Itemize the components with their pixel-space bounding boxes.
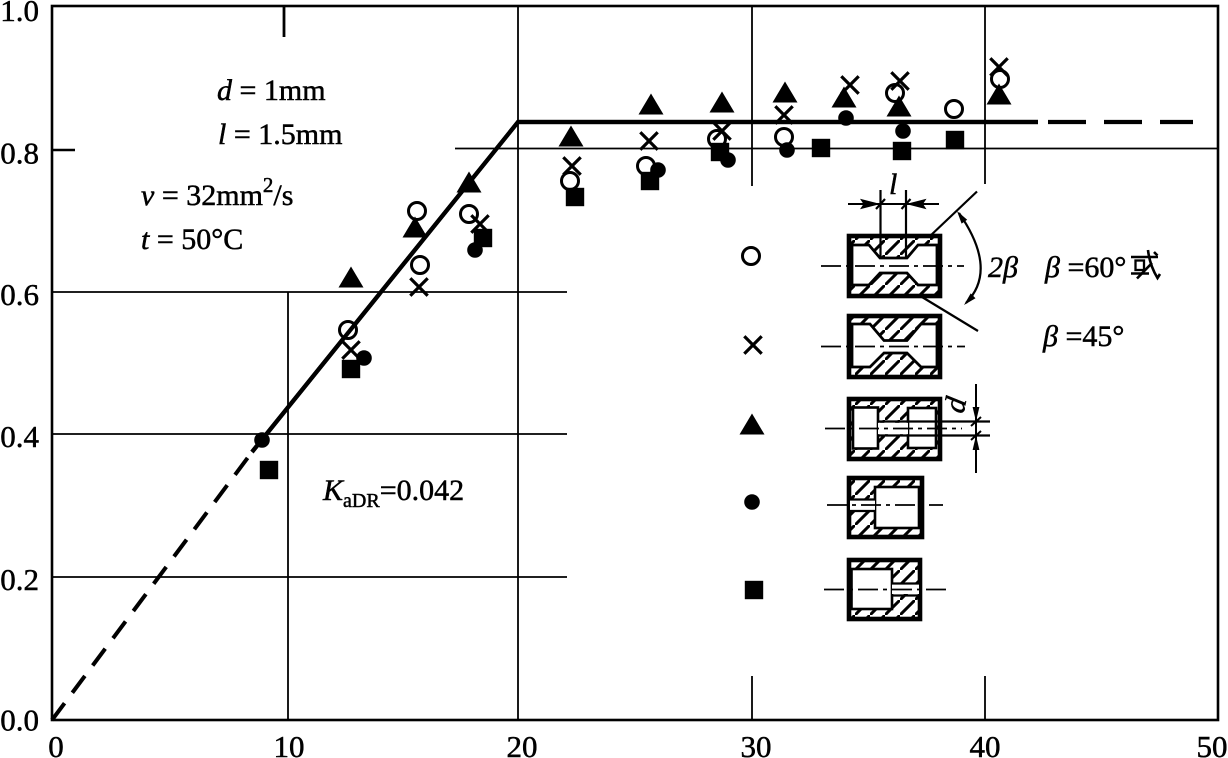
svg-text:β =60°: β =60° — [1044, 251, 1126, 284]
svg-text:1.0: 1.0 — [0, 0, 39, 28]
svg-text:0.6: 0.6 — [0, 277, 39, 312]
svg-text:30: 30 — [741, 729, 772, 758]
svg-text:0.8: 0.8 — [0, 136, 39, 171]
svg-text:20: 20 — [507, 729, 538, 758]
svg-text:40: 40 — [970, 729, 1001, 758]
svg-text:d = 1mm: d = 1mm — [217, 74, 326, 107]
svg-text:ν = 32mm2/s: ν = 32mm2/s — [141, 173, 293, 212]
svg-text:l: l — [889, 168, 897, 201]
svg-text:KaDR=0.042: KaDR=0.042 — [322, 474, 464, 512]
svg-text:0.4: 0.4 — [0, 419, 39, 454]
svg-text:0.2: 0.2 — [0, 562, 39, 597]
svg-text:l = 1.5mm: l = 1.5mm — [218, 118, 342, 151]
svg-text:10: 10 — [274, 729, 305, 758]
svg-text:0.0: 0.0 — [0, 703, 39, 738]
svg-text:2β: 2β — [988, 251, 1018, 284]
svg-text:β =45°: β =45° — [1042, 320, 1124, 353]
svg-text:0: 0 — [48, 729, 64, 758]
svg-text:t = 50°C: t = 50°C — [141, 223, 243, 256]
svg-text:50: 50 — [1197, 729, 1228, 758]
